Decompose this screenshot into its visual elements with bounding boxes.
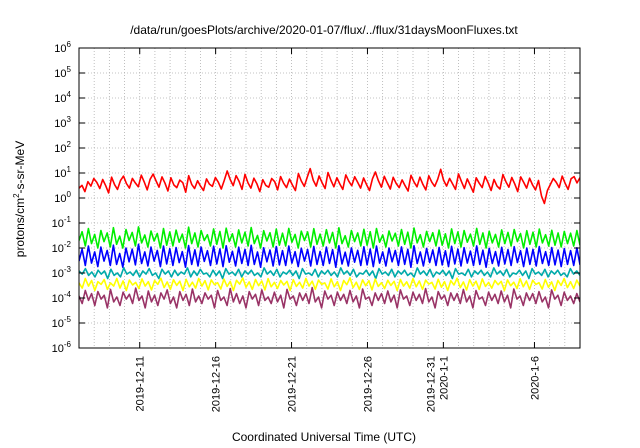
y-tick-label: 10-6 (52, 340, 72, 355)
y-tick-label: 105 (54, 65, 71, 80)
series-line-4 (79, 267, 580, 280)
y-axis-label-part-2: -s-sr-MeV (13, 141, 27, 194)
x-tick-label: 2019-12-26 (362, 356, 374, 412)
y-axis-ticks: 10-6 10-5 10-4 10-3 10-2 10-1 100 101 102 103 104 1… (52, 40, 580, 355)
series-line-5 (79, 276, 580, 292)
y-axis-label-superscript: 2 (12, 193, 21, 198)
y-tick-label: 103 (54, 115, 71, 130)
x-tick-label: 2020-1-1 (438, 356, 450, 400)
x-axis-ticks: 2019-12-11 2019-12-16 2019-12-21 2019-12-26… (135, 48, 541, 412)
y-axis-label: protons/cm2-s-sr-MeV (12, 141, 27, 257)
series-line-3 (79, 243, 580, 269)
y-tick-label: 102 (54, 140, 71, 155)
x-tick-label: 2020-1-6 (529, 356, 541, 400)
grid (79, 48, 580, 348)
x-axis-label: Coordinated Universal Time (UTC) (232, 430, 416, 444)
y-tick-label: 10-5 (52, 315, 72, 330)
y-tick-label: 10-1 (52, 215, 72, 230)
series-line-2 (79, 226, 580, 249)
series-line-1 (79, 167, 580, 205)
series-group (79, 167, 580, 309)
y-tick-label: 10-4 (52, 290, 72, 305)
series-line-6 (79, 286, 580, 309)
y-tick-label: 104 (54, 90, 71, 105)
x-tick-label: 2019-12-11 (135, 356, 147, 411)
y-tick-label: 10-2 (52, 240, 72, 255)
y-tick-label: 101 (54, 165, 71, 180)
x-tick-label: 2019-12-16 (211, 356, 223, 412)
x-tick-label: 2019-12-31 (425, 356, 437, 412)
y-tick-label: 106 (54, 40, 71, 55)
y-tick-label: 10-3 (52, 265, 72, 280)
y-axis-label-part-1: protons/cm (13, 198, 27, 257)
chart-title: /data/run/goesPlots/archive/2020-01-07/f… (130, 23, 518, 37)
x-tick-label: 2019-12-21 (287, 356, 299, 412)
y-tick-label: 100 (54, 190, 71, 205)
